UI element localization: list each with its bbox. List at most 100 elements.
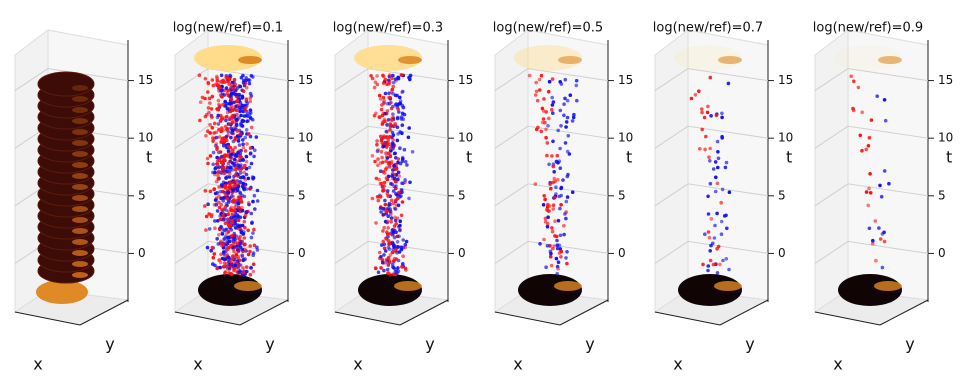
scatter-dot xyxy=(552,195,557,200)
panel: 0 5 10 15 log(new/ref)=0.3 t x y xyxy=(333,21,473,374)
scatter-dot xyxy=(380,260,385,265)
scatter-dot xyxy=(549,251,553,256)
scatter-dot xyxy=(248,99,253,104)
scatter-dot xyxy=(219,252,223,257)
scatter-dot xyxy=(379,107,384,112)
scatter-dot xyxy=(716,244,721,249)
scatter-dot xyxy=(229,215,233,220)
scatter-dot xyxy=(228,122,232,126)
axis-line xyxy=(879,299,929,326)
scatter-dot xyxy=(211,162,215,167)
scatter-dot xyxy=(869,118,874,122)
scatter-dot xyxy=(565,98,570,103)
scatter-dot xyxy=(873,219,878,223)
scatter-dot xyxy=(708,249,712,253)
scatter-dot xyxy=(219,73,224,78)
scatter-dot xyxy=(222,143,226,148)
scatter-dot xyxy=(401,246,405,250)
scatter-dot xyxy=(241,175,246,180)
scatter-dot xyxy=(550,103,555,107)
scatter-dot xyxy=(396,132,400,136)
scatter-dot xyxy=(878,237,883,241)
scatter-dot xyxy=(241,158,245,162)
scatter-dot xyxy=(215,209,220,213)
scatter-dot xyxy=(541,203,546,207)
scatter-dot xyxy=(379,181,384,186)
scatter-dot xyxy=(222,116,227,120)
scatter-dot xyxy=(238,180,242,184)
scatter-dot xyxy=(210,78,215,82)
scatter-dot xyxy=(255,199,260,203)
grid-line xyxy=(654,241,689,264)
scatter-dot xyxy=(240,208,245,213)
scatter-dot xyxy=(239,229,243,233)
scatter-dot xyxy=(226,240,231,244)
hot-spot xyxy=(72,118,88,124)
scatter-dot xyxy=(718,262,722,267)
scatter-dot xyxy=(241,78,246,83)
scatter-dot xyxy=(214,130,218,135)
grid-line xyxy=(334,241,369,264)
scatter-dot xyxy=(223,183,228,188)
scatter-dot xyxy=(408,180,412,185)
hot-spot xyxy=(72,261,88,267)
scatter-dot xyxy=(727,190,732,194)
scatter-dot xyxy=(243,225,247,230)
scatter-dot xyxy=(380,122,385,126)
scatter-dot xyxy=(551,207,555,211)
scatter-dot xyxy=(868,191,873,195)
grid-line xyxy=(334,68,369,91)
scatter-dot xyxy=(402,147,407,152)
scatter-dot xyxy=(223,103,228,108)
scatter-dot xyxy=(241,181,246,186)
scatter-dot xyxy=(386,137,391,142)
y-axis-label: y xyxy=(425,335,434,354)
scatter-dot xyxy=(864,147,868,152)
scatter-dot xyxy=(222,171,227,176)
scatter-dot xyxy=(225,196,229,201)
scatter-dot xyxy=(249,211,254,216)
scatter-dot xyxy=(231,184,236,189)
hot-spot xyxy=(72,206,88,212)
z-tick-label: 0 xyxy=(458,246,466,260)
z-tick-label: 15 xyxy=(938,73,953,87)
x-axis-label: x xyxy=(673,355,682,374)
scatter-dot xyxy=(388,135,392,139)
hot-spot xyxy=(558,56,582,64)
scatter-dot xyxy=(556,177,560,182)
grid-line xyxy=(174,125,209,149)
scatter-dot xyxy=(220,256,225,261)
grid-line xyxy=(494,241,529,264)
scatter-dot xyxy=(232,161,237,166)
scatter-dot xyxy=(249,125,254,130)
scatter-dot xyxy=(389,181,393,186)
scatter-dot xyxy=(864,190,869,194)
scatter-dot xyxy=(378,161,383,165)
scatter-dot xyxy=(210,126,215,130)
scatter-dot xyxy=(246,200,251,205)
scatter-dot xyxy=(567,152,572,156)
scatter-dot xyxy=(224,232,229,236)
panel: 0 5 10 15 log(new/ref)=0.5 t x y xyxy=(493,21,633,374)
scatter-dot xyxy=(388,165,392,169)
scatter-dot xyxy=(233,82,238,87)
scatter-dot xyxy=(227,169,232,173)
scatter-dot xyxy=(242,186,246,191)
axis-line xyxy=(399,299,449,326)
scatter-dot xyxy=(235,213,240,217)
scatter-dot xyxy=(397,224,401,229)
scatter-dot xyxy=(372,85,377,90)
scatter-dot xyxy=(211,255,216,260)
scatter-dot xyxy=(378,206,383,211)
scatter-dot xyxy=(379,210,383,214)
scatter-dot xyxy=(240,247,245,252)
scatter-dot xyxy=(237,92,242,97)
axis-line xyxy=(814,311,881,326)
x-axis-label: x xyxy=(833,355,842,374)
scatter-dot xyxy=(565,195,570,199)
scatter-dot xyxy=(251,199,255,204)
scatter-dot xyxy=(250,117,255,122)
disc xyxy=(194,45,262,71)
scatter-dot xyxy=(245,269,249,274)
scatter-dot xyxy=(543,120,547,125)
